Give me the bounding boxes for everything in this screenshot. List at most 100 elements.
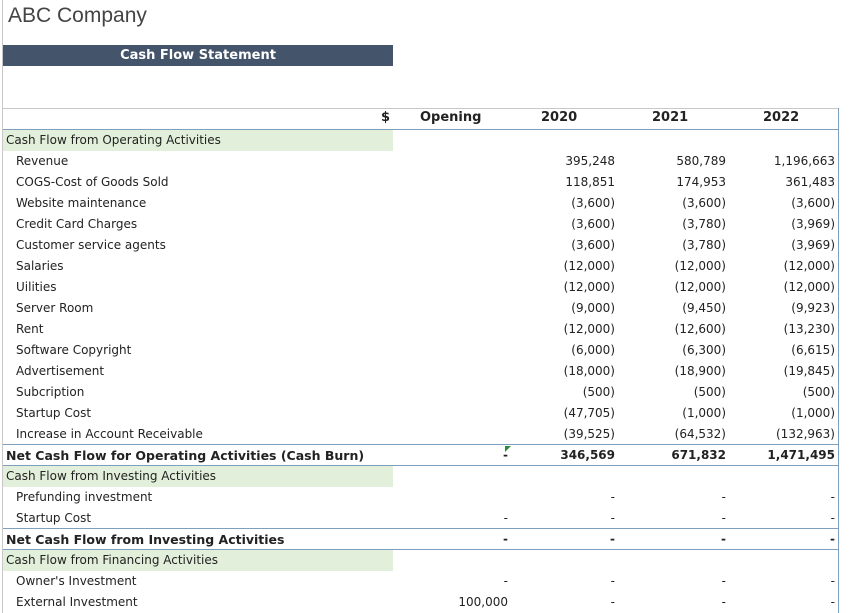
row-label[interactable]: Prefunding investment [16, 490, 153, 504]
value-2020[interactable]: (9,000) [571, 301, 615, 315]
value-2021[interactable]: (12,600) [674, 322, 726, 336]
section-title[interactable]: Cash Flow from Operating Activities [6, 133, 221, 147]
value-2021[interactable]: (3,780) [682, 238, 726, 252]
value-2022[interactable]: - [830, 595, 835, 609]
value-2020[interactable]: - [610, 490, 615, 504]
value-2021[interactable]: 671,832 [671, 448, 726, 462]
row-label[interactable]: Rent [16, 322, 44, 336]
currency-header: $ [381, 110, 391, 125]
value-2021[interactable]: (9,450) [682, 301, 726, 315]
value-2022[interactable]: (3,969) [791, 217, 835, 231]
value-2021[interactable]: (1,000) [682, 406, 726, 420]
value-2021[interactable]: (18,900) [674, 364, 726, 378]
value-2021[interactable]: (6,300) [682, 343, 726, 357]
row-label[interactable]: Increase in Account Receivable [16, 427, 203, 441]
value-2022[interactable]: (3,969) [791, 238, 835, 252]
opening-value[interactable]: - [503, 574, 508, 588]
row-label[interactable]: Subcription [16, 385, 85, 399]
line-item-row: Server Room (9,000) (9,450) (9,923) [3, 298, 838, 319]
value-2020[interactable]: (12,000) [563, 280, 615, 294]
value-2022[interactable]: (13,230) [783, 322, 835, 336]
section-header-fill [3, 466, 393, 487]
value-2021[interactable]: (64,532) [674, 427, 726, 441]
value-2022[interactable]: - [830, 532, 835, 546]
value-2022[interactable]: (3,600) [791, 196, 835, 210]
row-label[interactable]: Credit Card Charges [16, 217, 138, 231]
value-2022[interactable]: (500) [802, 385, 835, 399]
opening-value[interactable]: - [503, 448, 508, 462]
row-label[interactable]: Startup Cost [16, 511, 92, 525]
value-2020[interactable]: - [610, 511, 615, 525]
value-2020[interactable]: (18,000) [563, 364, 615, 378]
row-label[interactable]: Owner's Investment [16, 574, 137, 588]
value-2022[interactable]: 361,483 [785, 175, 835, 189]
line-item-row: Revenue 395,248 580,789 1,196,663 [3, 151, 838, 172]
value-2022[interactable]: (12,000) [783, 280, 835, 294]
company-name: ABC Company [8, 4, 147, 27]
column-header-row: $ Opening 2020 2021 2022 [3, 109, 838, 128]
value-2022[interactable]: (132,963) [776, 427, 835, 441]
row-label[interactable]: Software Copyright [16, 343, 132, 357]
value-2020[interactable]: 346,569 [560, 448, 615, 462]
value-2021[interactable]: - [721, 490, 726, 504]
opening-value[interactable]: - [503, 511, 508, 525]
row-label[interactable]: Startup Cost [16, 406, 92, 420]
value-2020[interactable]: (500) [582, 385, 615, 399]
value-2022[interactable]: - [830, 574, 835, 588]
value-2020[interactable]: 118,851 [565, 175, 615, 189]
value-2020[interactable]: (3,600) [571, 238, 615, 252]
value-2021[interactable]: (3,780) [682, 217, 726, 231]
value-2021[interactable]: (12,000) [674, 280, 726, 294]
value-2021[interactable]: - [721, 511, 726, 525]
value-2020[interactable]: - [610, 595, 615, 609]
row-label[interactable]: Uilities [16, 280, 57, 294]
value-2021[interactable]: (500) [693, 385, 726, 399]
line-item-row: Website maintenance (3,600) (3,600) (3,600) [3, 193, 838, 214]
value-2021[interactable]: - [721, 574, 726, 588]
statement-title: Cash Flow Statement [3, 45, 393, 66]
row-label[interactable]: Server Room [16, 301, 94, 315]
row-label[interactable]: Website maintenance [16, 196, 147, 210]
value-2020[interactable]: (47,705) [563, 406, 615, 420]
value-2020[interactable]: (3,600) [571, 196, 615, 210]
row-label[interactable]: External Investment [16, 595, 138, 609]
value-2020[interactable]: 395,248 [565, 154, 615, 168]
row-label[interactable]: Customer service agents [16, 238, 166, 252]
value-2021[interactable]: (12,000) [674, 259, 726, 273]
value-2020[interactable]: (39,525) [563, 427, 615, 441]
value-2022[interactable]: (9,923) [791, 301, 835, 315]
value-2021[interactable]: (3,600) [682, 196, 726, 210]
value-2022[interactable]: (6,615) [791, 343, 835, 357]
opening-value[interactable]: - [503, 532, 508, 546]
value-2022[interactable]: (19,845) [783, 364, 835, 378]
value-2022[interactable]: (1,000) [791, 406, 835, 420]
line-item-row: External Investment 100,000 - - - [3, 592, 838, 613]
value-2021[interactable]: 174,953 [676, 175, 726, 189]
value-2020[interactable]: (3,600) [571, 217, 615, 231]
value-2022[interactable]: 1,471,495 [767, 448, 835, 462]
value-2020[interactable]: - [610, 574, 615, 588]
row-label[interactable]: Revenue [16, 154, 69, 168]
value-2022[interactable]: 1,196,663 [773, 154, 835, 168]
opening-value[interactable]: 100,000 [458, 595, 508, 609]
value-2022[interactable]: (12,000) [783, 259, 835, 273]
cell-comment-marker [505, 446, 511, 452]
value-2020[interactable]: (12,000) [563, 259, 615, 273]
line-item-row: Uilities (12,000) (12,000) (12,000) [3, 277, 838, 298]
row-label[interactable]: Net Cash Flow from Investing Activities [6, 532, 285, 547]
value-2021[interactable]: - [721, 595, 726, 609]
value-2020[interactable]: (6,000) [571, 343, 615, 357]
value-2020[interactable]: - [610, 532, 615, 546]
value-2022[interactable]: - [830, 490, 835, 504]
value-2021[interactable]: 580,789 [676, 154, 726, 168]
row-label[interactable]: Net Cash Flow for Operating Activities (… [6, 448, 365, 463]
row-label[interactable]: COGS-Cost of Goods Sold [16, 175, 169, 189]
row-label[interactable]: Salaries [16, 259, 64, 273]
value-2022[interactable]: - [830, 511, 835, 525]
year-2021-header: 2021 [652, 110, 689, 125]
section-title[interactable]: Cash Flow from Investing Activities [6, 469, 217, 483]
value-2020[interactable]: (12,000) [563, 322, 615, 336]
section-title[interactable]: Cash Flow from Financing Activities [6, 553, 218, 567]
row-label[interactable]: Advertisement [16, 364, 105, 378]
value-2021[interactable]: - [721, 532, 726, 546]
